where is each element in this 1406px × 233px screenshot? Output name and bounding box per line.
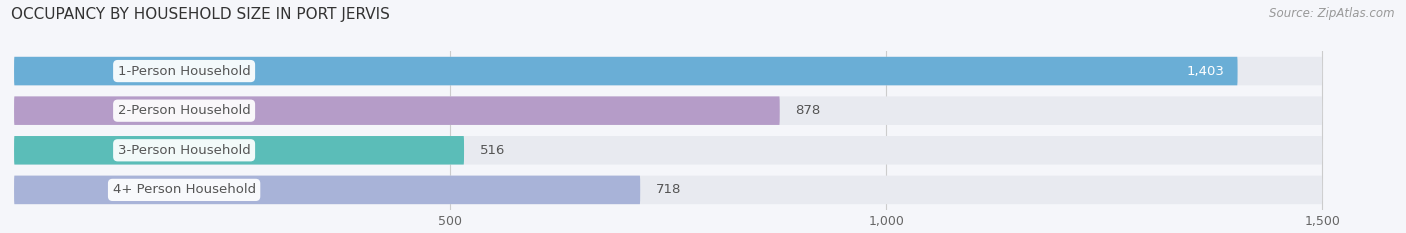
Text: 3-Person Household: 3-Person Household (118, 144, 250, 157)
Text: 516: 516 (479, 144, 505, 157)
FancyBboxPatch shape (14, 136, 464, 164)
Text: 878: 878 (796, 104, 821, 117)
FancyBboxPatch shape (14, 176, 1322, 204)
FancyBboxPatch shape (14, 136, 1322, 164)
Text: 718: 718 (657, 183, 682, 196)
FancyBboxPatch shape (14, 96, 780, 125)
Text: 2-Person Household: 2-Person Household (118, 104, 250, 117)
FancyBboxPatch shape (14, 96, 1322, 125)
Text: Source: ZipAtlas.com: Source: ZipAtlas.com (1270, 7, 1395, 20)
FancyBboxPatch shape (14, 57, 1237, 85)
FancyBboxPatch shape (14, 57, 1322, 85)
Text: 1,403: 1,403 (1187, 65, 1225, 78)
FancyBboxPatch shape (14, 176, 640, 204)
Text: 1-Person Household: 1-Person Household (118, 65, 250, 78)
Text: 4+ Person Household: 4+ Person Household (112, 183, 256, 196)
Text: OCCUPANCY BY HOUSEHOLD SIZE IN PORT JERVIS: OCCUPANCY BY HOUSEHOLD SIZE IN PORT JERV… (11, 7, 389, 22)
